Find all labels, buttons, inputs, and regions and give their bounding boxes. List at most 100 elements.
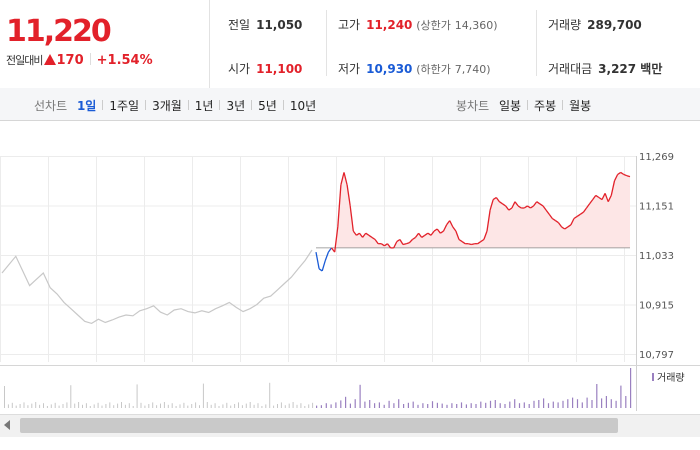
prev-volume-bar — [43, 403, 44, 408]
today-segment — [315, 251, 320, 269]
volume-bar — [499, 403, 501, 408]
period-1d[interactable]: 1일 — [76, 99, 97, 113]
y-tick-label: 10,797 — [639, 350, 674, 361]
prev-volume-bar — [54, 402, 56, 408]
scrollbar-thumb[interactable] — [20, 418, 618, 433]
today-segment — [557, 222, 563, 228]
prev-volume-bar — [11, 402, 13, 408]
today-segment — [343, 172, 348, 186]
stat-high: 고가 11,240 (상한가 14,360) — [338, 16, 498, 33]
stat-volume: 거래량 289,700 — [548, 16, 642, 33]
volume-bar — [398, 399, 400, 408]
today-segment — [517, 205, 522, 209]
prev-volume-bar — [261, 406, 263, 408]
today-segment — [508, 207, 513, 211]
volume-bar — [441, 403, 443, 408]
prev-volume-bar — [27, 405, 29, 408]
today-segment — [374, 239, 379, 245]
scroll-left-icon[interactable] — [4, 420, 10, 430]
volume-bar — [518, 403, 521, 408]
volume-bar — [552, 401, 554, 408]
divider — [89, 53, 91, 65]
volume-bar — [557, 402, 559, 408]
period-10y[interactable]: 10년 — [289, 99, 317, 113]
period-3m[interactable]: 3개월 — [152, 99, 182, 113]
period-1y[interactable]: 1년 — [194, 99, 214, 113]
prev-volume-bar — [19, 404, 21, 408]
volume-bar — [388, 400, 390, 408]
today-segment — [337, 184, 342, 227]
volume-bar — [369, 400, 371, 408]
today-segment — [324, 251, 330, 261]
open-value: 11,100 — [256, 62, 303, 76]
prev-volume-bar — [238, 402, 239, 408]
today-segment — [592, 195, 597, 200]
prev-day-line — [1, 249, 313, 325]
today-segment — [452, 226, 457, 232]
period-1w[interactable]: 1주일 — [109, 99, 140, 113]
prev-volume-bar — [109, 402, 111, 408]
prev-close-value: 11,050 — [256, 18, 303, 32]
upper-limit-label: (상한가 — [416, 19, 451, 32]
volume-bar — [509, 401, 511, 408]
prev-volume-bar — [128, 403, 130, 408]
candle-daily[interactable]: 일봉 — [498, 99, 522, 113]
divider — [219, 100, 221, 110]
candle-weekly[interactable]: 주봉 — [534, 99, 557, 113]
today-segment — [505, 205, 510, 211]
prev-volume-bar — [253, 404, 255, 408]
change-row: 전일대비 170 +1.54% — [6, 52, 153, 68]
price-chart[interactable]: 11,269 11,151 11,033 10,915 10,797 거래량 — [0, 121, 700, 413]
volume-bar — [359, 384, 361, 408]
volume-bar — [514, 399, 516, 408]
today-segment — [610, 180, 616, 196]
divider — [251, 100, 253, 110]
volume-bar — [412, 401, 414, 408]
prev-volume-bar — [206, 402, 208, 408]
low-value: 10,930 — [366, 62, 413, 76]
prev-volume-bar — [312, 402, 314, 408]
period-3y[interactable]: 3년 — [226, 99, 246, 113]
prev-volume-bar — [160, 403, 161, 408]
today-segment — [582, 207, 588, 213]
prev-volume-bar — [245, 403, 247, 408]
today-segment — [471, 243, 475, 246]
prev-volume-bar — [214, 403, 216, 408]
chart-scrollbar[interactable] — [0, 414, 700, 437]
today-segment — [321, 260, 326, 272]
divider — [102, 100, 104, 110]
today-segment — [567, 224, 572, 228]
prev-volume-bar — [101, 405, 103, 408]
volume-bar — [547, 403, 550, 408]
volume-bar — [610, 399, 612, 408]
today-segment — [477, 241, 482, 245]
today-segment — [548, 213, 553, 219]
today-segment — [523, 205, 528, 209]
volume-bar — [436, 402, 438, 408]
today-segment — [414, 232, 420, 238]
volume-bar — [528, 404, 530, 408]
volume-legend: 거래량 — [652, 372, 685, 384]
volume-bar — [533, 400, 535, 408]
turnover-value: 3,227 백만 — [598, 62, 663, 76]
today-segment — [384, 243, 388, 247]
today-segment — [440, 230, 444, 234]
candle-monthly[interactable]: 월봉 — [569, 99, 592, 113]
today-segment — [499, 201, 503, 205]
chart-grid — [0, 156, 700, 411]
prev-volume-bar — [257, 403, 259, 408]
today-segment — [380, 243, 385, 247]
prev-volume-bar — [210, 404, 212, 408]
today-segment — [418, 232, 423, 238]
stat-turnover: 거래대금 3,227 백만 — [548, 60, 662, 77]
prev-volume-bar — [304, 406, 306, 408]
prev-volume-bar — [124, 404, 126, 408]
period-5y[interactable]: 5년 — [258, 99, 277, 113]
today-segment — [533, 201, 538, 207]
change-label: 전일대비 — [6, 54, 43, 67]
prev-volume-bar — [308, 404, 310, 408]
volume-bars — [4, 368, 632, 408]
prev-volume-bar — [62, 404, 64, 408]
upper-limit-value: 14,360) — [454, 19, 498, 32]
today-segment — [427, 232, 432, 236]
